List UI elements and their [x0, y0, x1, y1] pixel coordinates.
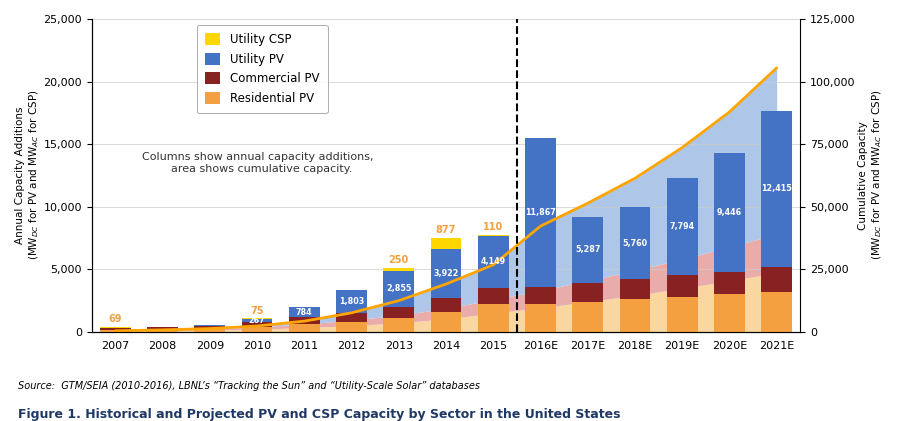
- Bar: [383, 268, 414, 271]
- Bar: [431, 298, 461, 312]
- Bar: [242, 322, 272, 327]
- Bar: [242, 318, 272, 319]
- Bar: [525, 138, 556, 287]
- Bar: [525, 287, 556, 304]
- Legend: Utility CSP, Utility PV, Commercial PV, Residential PV: Utility CSP, Utility PV, Commercial PV, …: [197, 25, 327, 113]
- Bar: [289, 307, 320, 317]
- Bar: [478, 304, 509, 332]
- Bar: [289, 317, 320, 324]
- Text: 784: 784: [296, 308, 313, 317]
- Text: Source:  GTM/SEIA (2010-2016), LBNL’s “Tracking the Sun” and “Utility-Scale Sola: Source: GTM/SEIA (2010-2016), LBNL’s “Tr…: [18, 381, 480, 392]
- Bar: [714, 294, 744, 332]
- Text: 250: 250: [388, 255, 409, 265]
- Bar: [194, 329, 225, 332]
- Text: 11,867: 11,867: [525, 208, 556, 217]
- Bar: [619, 279, 650, 299]
- Y-axis label: Cumulative Capacity
(MW$_{DC}$ for PV and MW$_{AC}$ for CSP): Cumulative Capacity (MW$_{DC}$ for PV an…: [859, 90, 884, 261]
- Bar: [714, 153, 744, 272]
- Bar: [573, 301, 603, 332]
- Bar: [194, 326, 225, 329]
- Bar: [431, 312, 461, 332]
- Bar: [573, 217, 603, 283]
- Bar: [619, 299, 650, 332]
- Bar: [336, 290, 367, 313]
- Text: 12,415: 12,415: [761, 184, 792, 193]
- Text: 9,446: 9,446: [717, 208, 742, 217]
- Bar: [573, 283, 603, 301]
- Bar: [478, 234, 509, 236]
- Text: Columns show annual capacity additions,
  area shows cumulative capacity.: Columns show annual capacity additions, …: [142, 152, 374, 173]
- Text: Figure 1. Historical and Projected PV and CSP Capacity by Sector in the United S: Figure 1. Historical and Projected PV an…: [18, 408, 620, 421]
- Text: 4,149: 4,149: [481, 257, 506, 266]
- Text: 5,287: 5,287: [575, 245, 601, 254]
- Text: 75: 75: [250, 306, 263, 316]
- Bar: [194, 325, 225, 326]
- Bar: [667, 296, 698, 332]
- Bar: [714, 272, 744, 294]
- Text: 1,803: 1,803: [339, 297, 364, 306]
- Bar: [242, 327, 272, 332]
- Bar: [619, 207, 650, 279]
- Bar: [431, 238, 461, 249]
- Bar: [431, 249, 461, 298]
- Bar: [242, 319, 272, 322]
- Bar: [147, 328, 178, 329]
- Bar: [336, 313, 367, 322]
- Bar: [336, 322, 367, 332]
- Bar: [525, 304, 556, 332]
- Text: 5,760: 5,760: [622, 239, 647, 248]
- Bar: [383, 306, 414, 318]
- Text: 877: 877: [436, 225, 456, 235]
- Bar: [478, 288, 509, 304]
- Bar: [761, 111, 792, 266]
- Bar: [383, 271, 414, 306]
- Bar: [478, 236, 509, 288]
- Bar: [761, 266, 792, 291]
- Bar: [667, 178, 698, 275]
- Bar: [100, 327, 130, 328]
- Bar: [147, 329, 178, 332]
- Bar: [100, 328, 130, 330]
- Text: 2,855: 2,855: [386, 284, 412, 293]
- Bar: [761, 291, 792, 332]
- Y-axis label: Annual Capacity Additions
(MW$_{DC}$ for PV and MW$_{AC}$ for CSP): Annual Capacity Additions (MW$_{DC}$ for…: [15, 90, 40, 261]
- Text: 3,922: 3,922: [433, 269, 458, 278]
- Text: 69: 69: [109, 314, 122, 325]
- Bar: [289, 324, 320, 332]
- Bar: [667, 275, 698, 296]
- Text: 7,794: 7,794: [670, 222, 695, 231]
- Text: 110: 110: [483, 222, 503, 232]
- Bar: [383, 318, 414, 332]
- Text: 267: 267: [249, 316, 265, 325]
- Bar: [100, 330, 130, 332]
